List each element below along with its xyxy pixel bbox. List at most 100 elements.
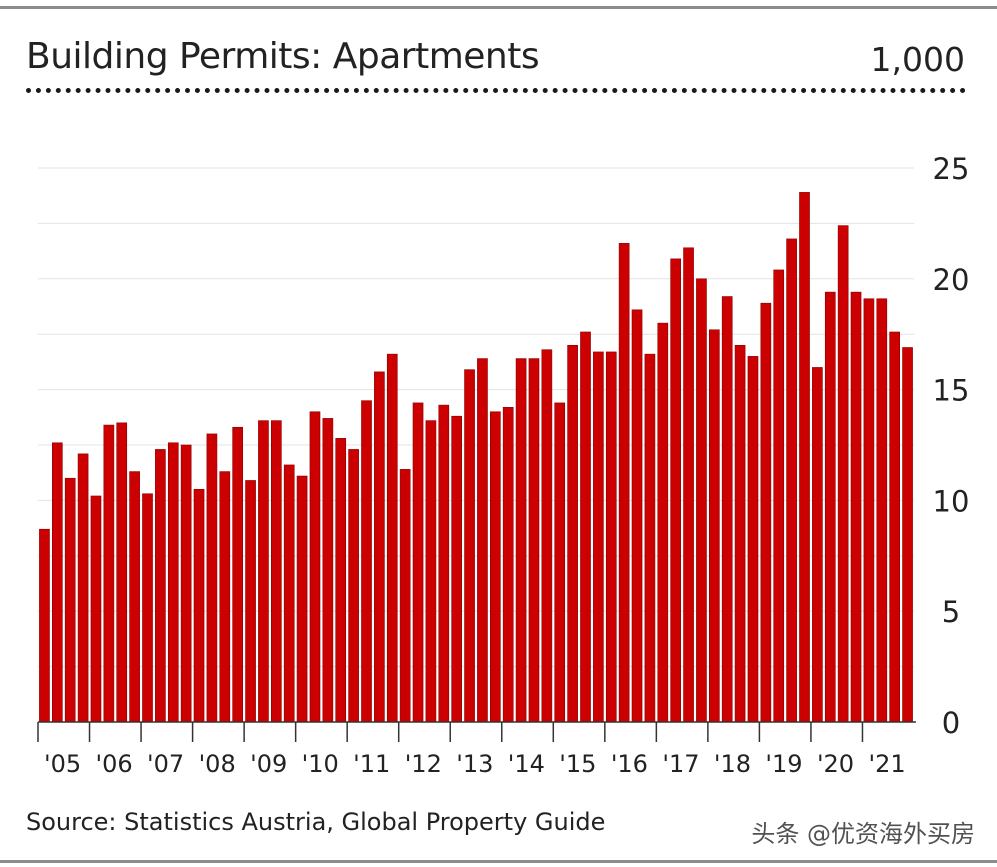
bar <box>786 238 797 723</box>
bar <box>812 367 823 723</box>
bar <box>39 528 50 723</box>
x-tick-label: '17 <box>662 750 699 778</box>
x-tick-label: '20 <box>817 750 854 778</box>
bar <box>528 358 540 723</box>
bar <box>541 349 553 723</box>
bar <box>103 424 115 723</box>
x-tick-label: '05 <box>44 750 81 778</box>
bar <box>283 464 295 723</box>
bar <box>374 371 385 723</box>
bars <box>39 192 913 723</box>
x-tick-label: '13 <box>456 750 493 778</box>
bar <box>773 269 785 723</box>
bar <box>747 356 759 723</box>
bar <box>477 358 488 723</box>
bar <box>245 480 256 723</box>
x-tick-label: '21 <box>868 750 905 778</box>
bar <box>618 243 630 723</box>
bar <box>683 247 694 723</box>
y-tick-label: 0 <box>942 706 960 740</box>
bar <box>425 420 437 723</box>
bottom-frame-line <box>0 860 997 863</box>
bar <box>270 420 282 723</box>
title-divider <box>26 88 966 93</box>
bar <box>515 358 527 723</box>
x-tick-label: '07 <box>147 750 184 778</box>
y-tick-label: 5 <box>942 595 960 629</box>
bar <box>696 278 707 723</box>
bar <box>361 400 372 723</box>
x-tick-label: '12 <box>405 750 442 778</box>
bar <box>90 495 102 723</box>
x-tick-label: '14 <box>508 750 545 778</box>
bar <box>322 418 334 723</box>
bar <box>580 331 591 723</box>
bar <box>219 471 231 723</box>
bar <box>193 489 205 723</box>
bar <box>657 322 669 723</box>
bar <box>167 442 179 723</box>
bar <box>142 493 153 723</box>
bar <box>258 420 269 723</box>
bar <box>399 469 411 723</box>
bar <box>902 347 913 723</box>
bar <box>502 407 514 723</box>
bar <box>180 444 192 723</box>
bar <box>670 258 682 723</box>
bar <box>721 296 733 723</box>
bar <box>889 331 901 723</box>
x-tick-label: '11 <box>353 750 390 778</box>
bar <box>876 298 888 723</box>
bar <box>129 471 140 723</box>
bar <box>64 477 76 723</box>
watermark: 头条 @优资海外买房 <box>751 820 975 848</box>
bar <box>335 438 347 723</box>
bar <box>593 351 604 723</box>
top-frame-line <box>0 6 997 9</box>
x-tick-label: '10 <box>302 750 339 778</box>
y-tick-label: 10 <box>933 484 970 518</box>
y-tick-label: 20 <box>933 263 970 297</box>
bar <box>451 415 462 723</box>
x-tick-label: '16 <box>611 750 648 778</box>
bar <box>232 426 243 723</box>
bar-chart: 0 5 10 15 20 25 '05 '06 '07 '08 '09 '10 '11 '12 '13 '1… <box>37 152 970 778</box>
bar <box>116 422 128 723</box>
source-note: Source: Statistics Austria, Global Prope… <box>26 808 606 836</box>
bar <box>386 353 398 723</box>
x-tick-label: '15 <box>559 750 596 778</box>
bar <box>309 411 321 723</box>
y-tick-label: 25 <box>933 152 970 186</box>
bar <box>438 404 450 723</box>
bar <box>348 449 359 723</box>
bar <box>296 475 308 723</box>
bar <box>734 344 746 723</box>
bar <box>760 302 772 723</box>
chart-title: Building Permits: Apartments <box>26 36 540 77</box>
bar <box>631 309 643 723</box>
bar <box>77 453 89 723</box>
bar <box>824 291 836 723</box>
x-tick-label: '09 <box>250 750 287 778</box>
bar <box>489 411 501 723</box>
bar <box>605 351 617 723</box>
bar <box>464 369 475 723</box>
bar <box>412 402 424 723</box>
bar <box>644 353 656 723</box>
x-tick-label: '19 <box>765 750 802 778</box>
x-tick-label: '06 <box>96 750 133 778</box>
y-axis-ticks: 0 5 10 15 20 25 <box>933 152 970 740</box>
unit-label: 1,000 <box>870 40 965 79</box>
bar <box>850 291 862 723</box>
y-tick-label: 15 <box>933 374 970 408</box>
x-axis-ticks: '05 '06 '07 '08 '09 '10 '11 '12 '13 '14 '15 '16 '17 '… <box>37 722 906 778</box>
bar <box>51 442 63 723</box>
bar <box>708 329 720 723</box>
bar <box>554 402 566 723</box>
bar <box>799 192 810 723</box>
x-tick-label: '08 <box>199 750 236 778</box>
bar <box>837 225 849 723</box>
bar <box>206 433 218 723</box>
bar <box>863 298 875 723</box>
bar <box>567 344 578 723</box>
